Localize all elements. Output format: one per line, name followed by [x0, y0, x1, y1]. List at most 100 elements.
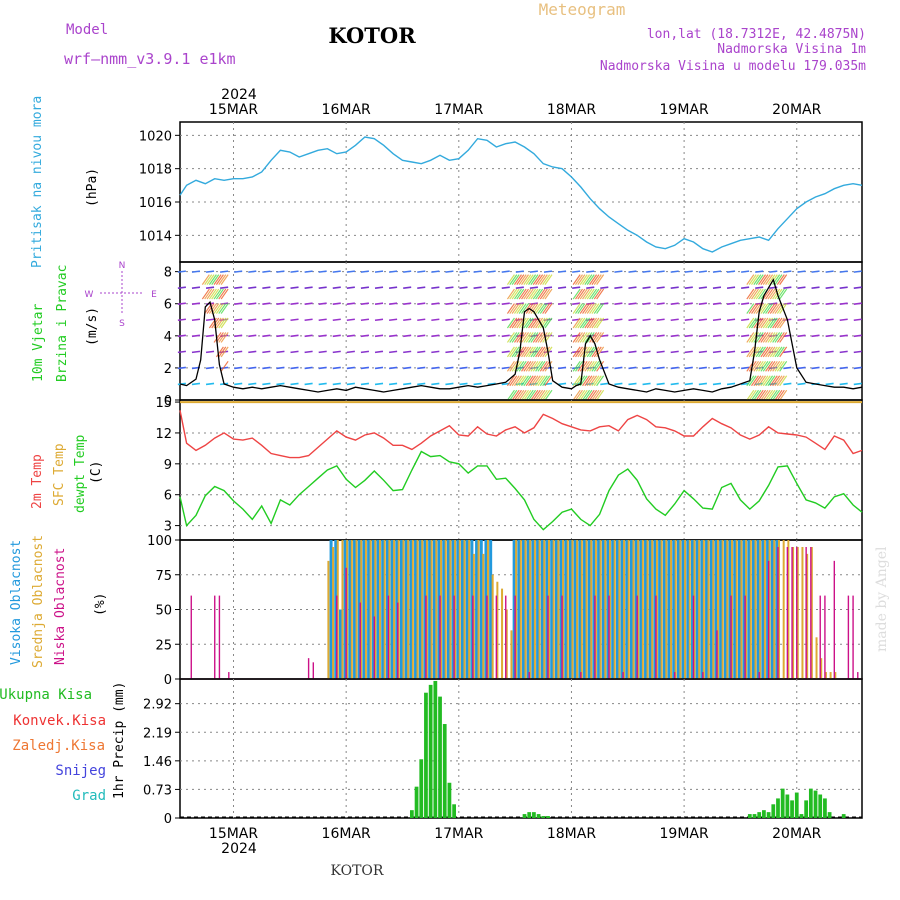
- wind-arrow: [177, 270, 186, 273]
- wind-arrow: [417, 350, 426, 354]
- wind-arrow: [712, 366, 722, 370]
- wind-arrow: [591, 375, 600, 387]
- wind-arrow: [726, 270, 736, 273]
- wind-arrow: [579, 274, 588, 285]
- wind-arrow: [776, 274, 785, 285]
- wind-arrow: [584, 317, 593, 329]
- wind-arrow: [191, 334, 201, 338]
- wind-arrow: [523, 332, 532, 343]
- wind-arrow: [628, 302, 637, 306]
- wind-arrow: [579, 317, 588, 329]
- wind-arrow: [529, 270, 539, 273]
- model-name: wrf–nmm_v3.9.1 e1km: [64, 50, 236, 68]
- wind-arrow: [776, 389, 785, 401]
- precip-bar: [452, 804, 456, 818]
- wind-arrow: [206, 274, 215, 285]
- wind-arrow: [445, 286, 454, 289]
- wind-arrow: [501, 286, 510, 289]
- wind-arrow: [529, 302, 539, 306]
- wind-arrow: [582, 360, 591, 372]
- wind-arrow: [528, 303, 537, 314]
- wind-arrow: [670, 286, 679, 289]
- wind-arrow: [774, 274, 783, 285]
- wind-arrow: [726, 302, 736, 306]
- wind-arrow: [575, 303, 583, 314]
- wind-arrow: [614, 382, 623, 386]
- wind-arrow: [518, 389, 527, 401]
- wind-arrow: [589, 274, 598, 285]
- bottom-day-label: 18MAR: [547, 826, 596, 842]
- wind-arrow: [403, 318, 412, 322]
- wind-arrow: [741, 350, 750, 354]
- wind-arrow: [779, 389, 788, 401]
- wind-arrow: [698, 334, 707, 338]
- wind-arrow: [215, 274, 224, 285]
- wind-arrow: [206, 288, 215, 300]
- wind-arrow: [537, 288, 546, 300]
- top-day-label: 17MAR: [434, 102, 483, 118]
- wind-arrow: [589, 288, 598, 300]
- wind-arrow: [218, 288, 227, 300]
- wind-arrow: [575, 389, 583, 401]
- wind-arrow: [220, 360, 229, 372]
- wind-arrow: [207, 332, 214, 342]
- wind-arrow: [537, 346, 546, 358]
- wind-arrow: [220, 332, 229, 343]
- wind-arrow: [445, 302, 454, 306]
- wind-arrow: [726, 366, 736, 370]
- wind-arrow: [511, 288, 520, 300]
- wind-arrow: [516, 332, 525, 343]
- wind-arrow: [600, 350, 609, 354]
- wind-arrow: [748, 288, 757, 300]
- wind-arrow: [248, 366, 257, 370]
- wind-arrow: [213, 274, 222, 285]
- wind-arrow: [753, 389, 762, 401]
- wind-arrow: [542, 332, 551, 343]
- wind-arrow: [776, 375, 785, 387]
- wind-arrow: [839, 334, 848, 338]
- wind-arrow: [642, 334, 651, 338]
- wind-arrow: [767, 389, 776, 401]
- wind-arrow: [208, 303, 217, 314]
- wind-arrow: [577, 332, 586, 343]
- wind-arrow: [596, 317, 605, 329]
- wind-arrow: [532, 375, 541, 387]
- precip-bar: [818, 794, 823, 818]
- wind-arrow: [234, 286, 243, 289]
- wind-arrow: [591, 274, 600, 285]
- wind-arrow: [726, 286, 736, 289]
- wind-arrow: [593, 375, 602, 387]
- wind-arrow: [205, 270, 215, 273]
- wind-arrow: [209, 390, 216, 400]
- wind-arrow: [417, 318, 426, 322]
- precip-legend-item: Ukupna Kisa: [0, 687, 92, 703]
- precip-bar: [799, 814, 804, 818]
- y-tick-label: 4: [164, 330, 172, 345]
- top-year-label: 2024: [221, 87, 257, 103]
- precip-bar: [808, 788, 813, 818]
- compass-rose-icon: N W E S: [85, 261, 158, 329]
- wind-arrow: [783, 350, 792, 354]
- wind-arrow: [417, 286, 426, 289]
- wind-arrow: [762, 288, 771, 300]
- y-tick-label: 100: [147, 534, 172, 549]
- wind-arrow: [523, 375, 532, 387]
- wind-label-line1: 10m Vjetar: [31, 304, 46, 382]
- wind-arrow: [374, 302, 384, 306]
- wind-arrow: [205, 286, 215, 289]
- wind-arrow: [215, 317, 224, 329]
- wind-arrow: [753, 360, 762, 372]
- precip-bar: [527, 812, 532, 818]
- wind-arrow: [535, 360, 544, 372]
- wind-arrow: [516, 389, 525, 401]
- wind-arrow: [431, 270, 440, 273]
- wind-arrow: [528, 346, 537, 358]
- wind-arrow: [501, 334, 510, 338]
- wind-arrow: [544, 317, 553, 329]
- wind-arrow: [213, 288, 222, 300]
- precip-bar: [752, 814, 757, 818]
- wind-arrow: [523, 317, 532, 329]
- wind-arrow: [201, 274, 210, 285]
- wind-arrow: [202, 361, 209, 371]
- cloud-panel: 0 25 50 75 100: [147, 534, 863, 688]
